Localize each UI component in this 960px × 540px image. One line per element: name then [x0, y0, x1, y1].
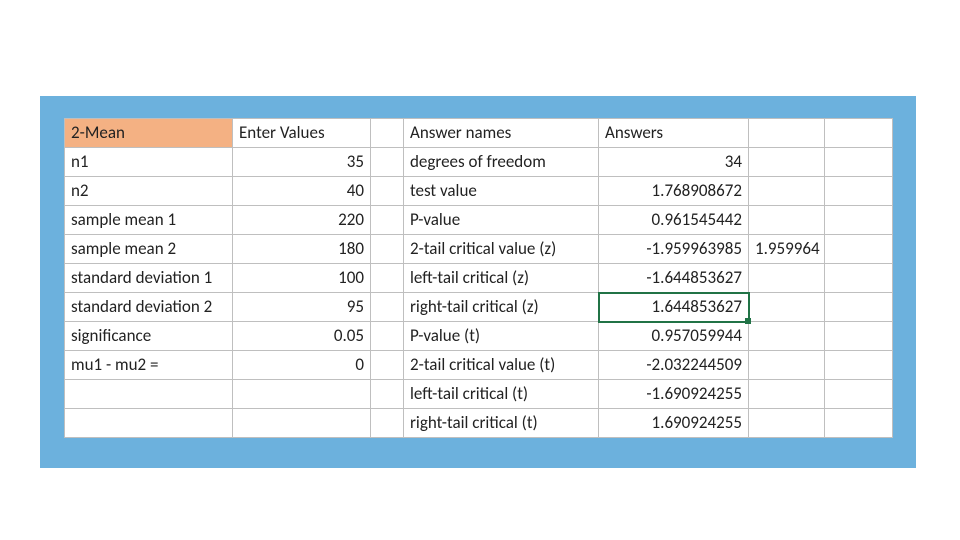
trailing-blank-cell[interactable] [825, 380, 893, 409]
answer-value-cell[interactable]: 0.957059944 [599, 322, 749, 351]
answer-value-cell[interactable]: 1.768908672 [599, 177, 749, 206]
trailing-blank-cell[interactable] [825, 322, 893, 351]
answer-name-cell[interactable]: degrees of freedom [404, 148, 599, 177]
input-label-cell[interactable]: standard deviation 2 [65, 293, 233, 322]
answer-name-cell[interactable]: left-tail critical (t) [404, 380, 599, 409]
answer-value-cell[interactable]: 1.690924255 [599, 409, 749, 438]
header-cell-blank-a[interactable] [371, 119, 404, 148]
answer-value-cell[interactable]: 1.644853627 [599, 293, 749, 322]
spacer-cell[interactable] [371, 177, 404, 206]
answer-extra-cell[interactable] [749, 380, 825, 409]
input-value-cell[interactable]: 100 [233, 264, 371, 293]
spreadsheet-table: 2-Mean Enter Values Answer names Answers… [64, 118, 893, 438]
answer-extra-cell[interactable] [749, 264, 825, 293]
blue-frame: 2-Mean Enter Values Answer names Answers… [40, 96, 916, 468]
answer-value-cell[interactable]: 34 [599, 148, 749, 177]
trailing-blank-cell[interactable] [825, 351, 893, 380]
input-label-cell[interactable]: sample mean 2 [65, 235, 233, 264]
table-row: n240 test value1.768908672 [65, 177, 893, 206]
table-row: left-tail critical (t)-1.690924255 [65, 380, 893, 409]
input-value-cell[interactable]: 0 [233, 351, 371, 380]
trailing-blank-cell[interactable] [825, 148, 893, 177]
trailing-blank-cell[interactable] [825, 206, 893, 235]
header-cell-2mean[interactable]: 2-Mean [65, 119, 233, 148]
trailing-blank-cell[interactable] [825, 293, 893, 322]
answer-name-cell[interactable]: test value [404, 177, 599, 206]
input-value-cell[interactable] [233, 409, 371, 438]
input-label-cell[interactable]: sample mean 1 [65, 206, 233, 235]
answer-extra-cell[interactable]: 1.959964 [749, 235, 825, 264]
spacer-cell[interactable] [371, 148, 404, 177]
table-row: n135 degrees of freedom34 [65, 148, 893, 177]
answer-name-cell[interactable]: P-value (t) [404, 322, 599, 351]
table-row: sample mean 1220 P-value0.961545442 [65, 206, 893, 235]
answer-extra-cell[interactable] [749, 409, 825, 438]
answer-name-cell[interactable]: 2-tail critical value (t) [404, 351, 599, 380]
input-label-cell[interactable]: significance [65, 322, 233, 351]
sheet-wrapper: 2-Mean Enter Values Answer names Answers… [64, 118, 892, 438]
answer-name-cell[interactable]: right-tail critical (z) [404, 293, 599, 322]
input-label-cell[interactable] [65, 409, 233, 438]
table-body: 2-Mean Enter Values Answer names Answers… [65, 119, 893, 438]
spacer-cell[interactable] [371, 293, 404, 322]
input-value-cell[interactable]: 180 [233, 235, 371, 264]
answer-extra-cell[interactable] [749, 351, 825, 380]
trailing-blank-cell[interactable] [825, 235, 893, 264]
spacer-cell[interactable] [371, 206, 404, 235]
answer-extra-cell[interactable] [749, 206, 825, 235]
answer-name-cell[interactable]: 2-tail critical value (z) [404, 235, 599, 264]
input-value-cell[interactable]: 95 [233, 293, 371, 322]
answer-value-cell[interactable]: -1.690924255 [599, 380, 749, 409]
answer-extra-cell[interactable] [749, 148, 825, 177]
input-label-cell[interactable]: standard deviation 1 [65, 264, 233, 293]
input-label-cell[interactable] [65, 380, 233, 409]
answer-extra-cell[interactable] [749, 322, 825, 351]
answer-name-cell[interactable]: right-tail critical (t) [404, 409, 599, 438]
answer-name-cell[interactable]: left-tail critical (z) [404, 264, 599, 293]
spacer-cell[interactable] [371, 380, 404, 409]
answer-extra-cell[interactable] [749, 293, 825, 322]
header-cell-blank-c[interactable] [825, 119, 893, 148]
spacer-cell[interactable] [371, 235, 404, 264]
spacer-cell[interactable] [371, 322, 404, 351]
answer-value-cell[interactable]: -1.644853627 [599, 264, 749, 293]
answer-extra-cell[interactable] [749, 177, 825, 206]
spacer-cell[interactable] [371, 264, 404, 293]
input-value-cell[interactable]: 35 [233, 148, 371, 177]
header-cell-answers[interactable]: Answers [599, 119, 749, 148]
input-label-cell[interactable]: n2 [65, 177, 233, 206]
table-row: sample mean 2180 2-tail critical value (z… [65, 235, 893, 264]
input-value-cell[interactable]: 0.05 [233, 322, 371, 351]
trailing-blank-cell[interactable] [825, 177, 893, 206]
header-cell-answer-names[interactable]: Answer names [404, 119, 599, 148]
table-row: standard deviation 1100 left-tail critica… [65, 264, 893, 293]
input-value-cell[interactable]: 40 [233, 177, 371, 206]
table-row: mu1 - mu2 =0 2-tail critical value (t)-2.… [65, 351, 893, 380]
header-row: 2-Mean Enter Values Answer names Answers [65, 119, 893, 148]
spacer-cell[interactable] [371, 409, 404, 438]
input-value-cell[interactable] [233, 380, 371, 409]
answer-value-cell[interactable]: -1.959963985 [599, 235, 749, 264]
header-cell-blank-b[interactable] [749, 119, 825, 148]
table-row: significance0.05 P-value (t)0.957059944 [65, 322, 893, 351]
table-row: standard deviation 295 right-tail critica… [65, 293, 893, 322]
input-label-cell[interactable]: n1 [65, 148, 233, 177]
answer-name-cell[interactable]: P-value [404, 206, 599, 235]
input-label-cell[interactable]: mu1 - mu2 = [65, 351, 233, 380]
trailing-blank-cell[interactable] [825, 264, 893, 293]
answer-value-cell[interactable]: -2.032244509 [599, 351, 749, 380]
trailing-blank-cell[interactable] [825, 409, 893, 438]
spacer-cell[interactable] [371, 351, 404, 380]
input-value-cell[interactable]: 220 [233, 206, 371, 235]
answer-value-cell[interactable]: 0.961545442 [599, 206, 749, 235]
header-cell-enter-values[interactable]: Enter Values [233, 119, 371, 148]
table-row: right-tail critical (t)1.690924255 [65, 409, 893, 438]
